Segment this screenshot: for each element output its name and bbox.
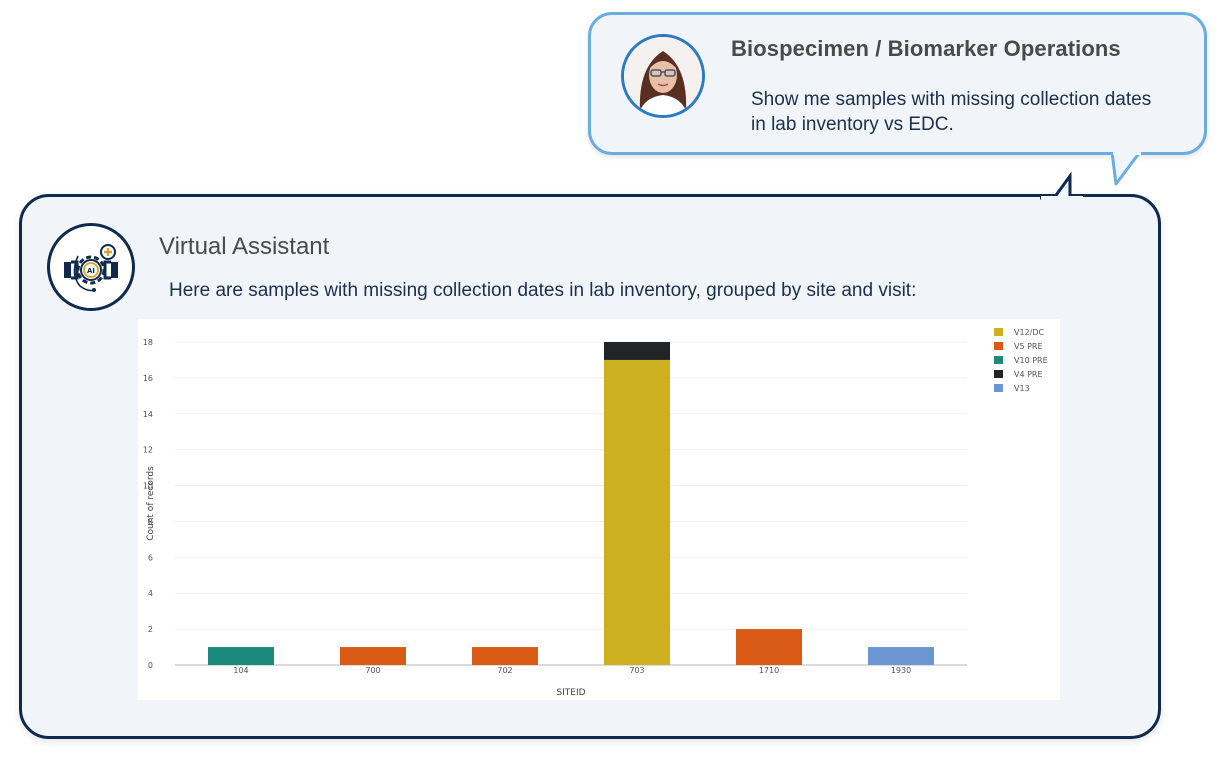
bar-segment[interactable] [736, 629, 802, 665]
bar-segment[interactable] [868, 647, 934, 665]
y-tick-label: 14 [143, 410, 153, 419]
x-tick-label: 1930 [891, 666, 911, 675]
bar-segment[interactable] [340, 647, 406, 665]
svg-text:AI: AI [87, 267, 95, 275]
legend-swatch[interactable] [994, 370, 1003, 378]
user-sender-name: Biospecimen / Biomarker Operations [731, 36, 1121, 61]
bar-segment[interactable] [472, 647, 538, 665]
legend-label[interactable]: V10 PRE [1014, 356, 1048, 365]
y-tick-label: 4 [148, 589, 153, 598]
user-bubble-tail [1110, 152, 1142, 186]
x-tick-label: 703 [629, 666, 644, 675]
assistant-sender-name: Virtual Assistant [159, 233, 330, 260]
legend-label[interactable]: V4 PRE [1014, 370, 1043, 379]
assistant-bubble-tail [1040, 172, 1083, 202]
legend-swatch[interactable] [994, 356, 1003, 364]
y-tick-label: 10 [143, 482, 153, 491]
bar-segment[interactable] [604, 359, 670, 665]
legend-label[interactable]: V12/DC [1014, 328, 1045, 337]
user-portrait-icon [624, 37, 702, 115]
x-tick-label: 700 [365, 666, 380, 675]
legend-label[interactable]: V13 [1014, 384, 1030, 393]
y-tick-label: 2 [148, 625, 153, 634]
x-tick-label: 702 [497, 666, 512, 675]
bar-segment[interactable] [208, 647, 274, 665]
legend-swatch[interactable] [994, 384, 1003, 392]
legend-swatch[interactable] [994, 342, 1003, 350]
legend-swatch[interactable] [994, 328, 1003, 336]
bar-segment[interactable] [604, 342, 670, 360]
chart-canvas: 0 2 4 6 8 10 12 14 16 18 Count of records 104 700 702… [143, 328, 1048, 698]
y-tick-label: 12 [143, 446, 153, 455]
y-tick-label: 0 [148, 661, 153, 670]
x-tick-label: 104 [233, 666, 248, 675]
assistant-avatar: AI [47, 223, 135, 311]
y-axis-title: Count of records [146, 466, 156, 541]
stacked-bar-chart: 0 2 4 6 8 10 12 14 16 18 Count of records 104 700 702… [138, 319, 1060, 700]
ai-gear-assistant-icon: AI [64, 244, 118, 292]
x-axis-title: SITEID [556, 688, 585, 698]
y-tick-label: 6 [148, 553, 153, 562]
legend-label[interactable]: V5 PRE [1014, 342, 1043, 351]
user-message-text: Show me samples with missing collection … [751, 89, 1152, 135]
user-avatar [621, 34, 705, 118]
y-tick-label: 16 [143, 374, 153, 383]
x-tick-label: 1710 [759, 666, 779, 675]
assistant-message-text: Here are samples with missing collection… [169, 280, 917, 301]
y-tick-label: 8 [148, 517, 153, 526]
y-tick-label: 18 [143, 338, 153, 347]
